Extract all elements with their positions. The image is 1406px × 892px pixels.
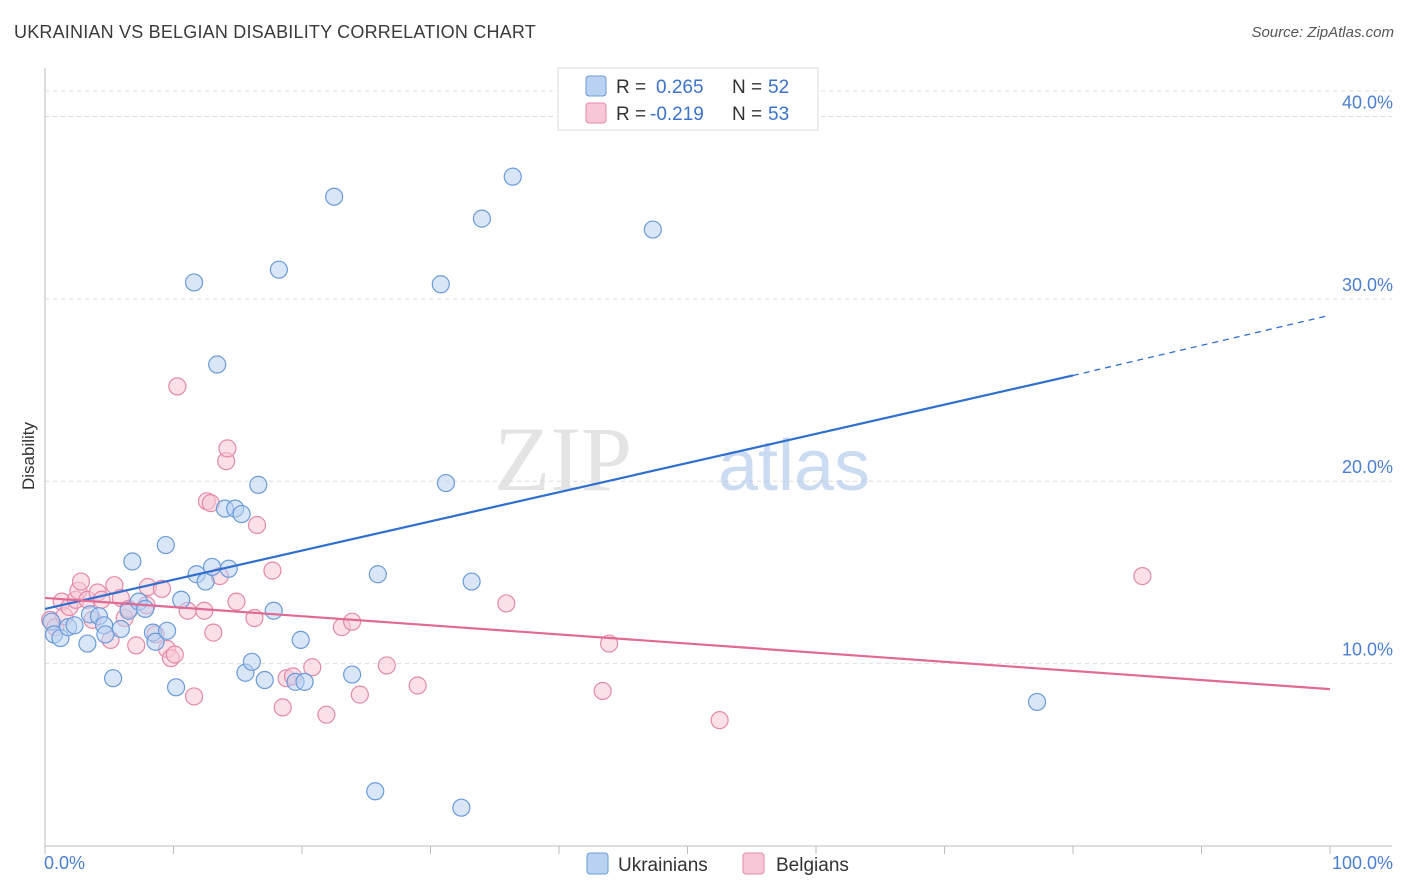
ukrainians-point <box>366 782 385 801</box>
legend-n-value-ukrainians: 52 <box>768 77 789 98</box>
x-tick-label-100: 100.0% <box>1332 853 1393 873</box>
legend-n-label-ukrainians: N = <box>732 77 762 98</box>
ukrainians-point <box>291 630 310 650</box>
ukrainians-point <box>436 473 456 493</box>
ukrainians-point <box>184 273 204 292</box>
ukrainians-point <box>123 552 142 571</box>
axes <box>44 68 1392 854</box>
ukrainians-point <box>295 672 314 691</box>
y-tick-labels: 10.0% 20.0% 30.0% 40.0% <box>1342 92 1393 659</box>
ukrainians-point <box>96 625 115 644</box>
x-tick-label-0: 0.0% <box>44 853 85 873</box>
ukrainians-point <box>255 670 274 690</box>
belgians-point <box>350 685 369 704</box>
ukrainians-trend-extension <box>1072 314 1331 377</box>
ukrainians-point <box>166 678 186 697</box>
belgians-point <box>408 676 427 695</box>
belgians-point <box>218 439 237 458</box>
ukrainians-point <box>462 572 481 591</box>
ukrainians-point <box>65 616 84 635</box>
belgians-point <box>497 594 516 613</box>
ukrainians-point <box>343 665 362 684</box>
belgians-point <box>263 561 282 580</box>
legend-swatch-belgians <box>585 102 607 124</box>
legend-n-value-belgians: 53 <box>768 104 789 125</box>
legend-r-label-belgians: R = <box>616 104 646 125</box>
grid-lines <box>45 90 1392 665</box>
belgians-point <box>377 656 396 675</box>
belgians-point <box>165 645 184 664</box>
belgians-trend-line <box>44 596 1331 691</box>
belgians-point <box>343 612 362 631</box>
belgians-point <box>317 705 336 724</box>
legend-r-value-ukrainians: 0.265 <box>656 77 704 98</box>
belgians-point <box>1133 566 1152 586</box>
belgians-point <box>152 579 172 598</box>
ukrainians-point <box>503 167 522 186</box>
ukrainians-point <box>172 590 191 609</box>
belgians-point <box>593 681 612 701</box>
trend-lines <box>44 314 1331 691</box>
ukrainians-point <box>249 475 268 494</box>
legend-swatch-ukrainians <box>585 75 607 97</box>
ukrainians-point <box>643 220 662 239</box>
ukrainians-point <box>146 632 165 651</box>
ukrainians-point <box>78 634 97 653</box>
ukrainians-point <box>136 599 155 619</box>
watermark-zip: ZIP <box>494 408 632 510</box>
belgians-point <box>247 515 267 535</box>
belgians-point <box>273 698 292 717</box>
y-tick-label-30: 30.0% <box>1342 275 1393 295</box>
belgians-point <box>204 623 223 642</box>
ukrainians-point <box>431 275 450 294</box>
ukrainians-point <box>269 260 288 279</box>
bottom-legend: Ukrainians Belgians <box>586 852 849 876</box>
bottom-legend-swatch-ukrainians <box>586 852 609 875</box>
belgians-point <box>303 658 322 677</box>
bottom-legend-ukrainians: Ukrainians <box>618 855 708 876</box>
legend-r-label-ukrainians: R = <box>616 77 646 98</box>
legend-r-value-belgians: -0.219 <box>650 104 704 125</box>
ukrainians-points <box>42 167 1047 817</box>
y-tick-label-40: 40.0% <box>1342 92 1393 112</box>
ukrainians-point <box>264 601 283 620</box>
y-axis-title: Disability <box>19 421 38 490</box>
y-tick-label-10: 10.0% <box>1342 640 1393 660</box>
chart-title: UKRAINIAN VS BELGIAN DISABILITY CORRELAT… <box>14 22 536 42</box>
belgians-point <box>127 636 146 655</box>
belgians-point <box>184 687 204 706</box>
legend-n-label-belgians: N = <box>732 104 762 125</box>
ukrainians-point <box>242 652 261 671</box>
ukrainians-point <box>156 535 175 555</box>
belgians-point <box>168 377 187 396</box>
ukrainians-point <box>111 619 130 639</box>
belgians-point <box>710 711 729 730</box>
source-label: Source: ZipAtlas.com <box>1251 24 1394 41</box>
y-tick-label-20: 20.0% <box>1342 457 1393 477</box>
ukrainians-trend-line <box>44 374 1074 610</box>
legend: R = 0.265 N = 52 R = -0.219 N = 53 <box>557 67 819 131</box>
bottom-legend-belgians: Belgians <box>776 855 849 876</box>
ukrainians-point <box>157 621 177 640</box>
x-tick-labels: 0.0% 100.0% <box>44 853 1393 873</box>
ukrainians-point <box>208 355 227 374</box>
ukrainians-point <box>472 209 491 228</box>
ukrainians-point <box>452 798 471 817</box>
belgians-point <box>227 592 246 611</box>
ukrainians-point <box>104 669 123 688</box>
ukrainians-point <box>325 187 344 206</box>
ukrainians-point <box>1027 692 1047 712</box>
ukrainians-point <box>368 565 387 584</box>
bottom-legend-swatch-belgians <box>742 852 765 875</box>
ukrainians-point <box>232 504 251 524</box>
belgians-point <box>71 572 91 591</box>
